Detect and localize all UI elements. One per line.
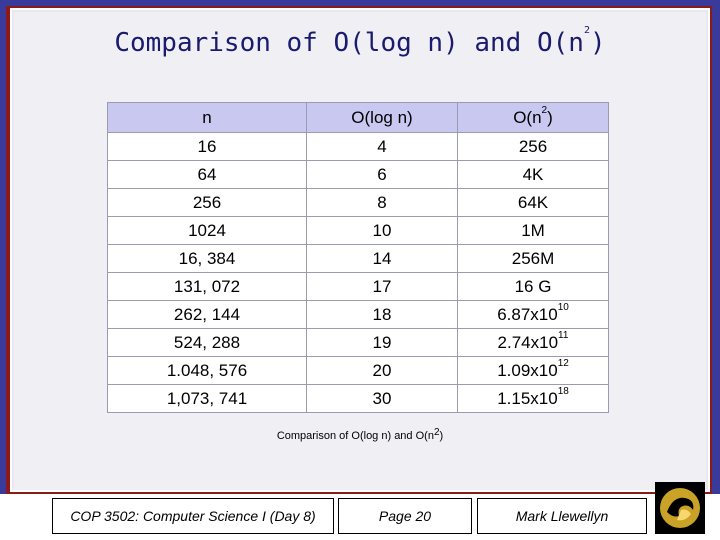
- header-log-n: O(log n): [306, 102, 458, 133]
- table-row: 262, 144 18 6.87x1010: [107, 300, 609, 329]
- table-row: 16 4 256: [107, 132, 609, 161]
- cell-n: 64: [107, 160, 307, 189]
- cell-log-n: 20: [306, 356, 458, 385]
- cell-n: 131, 072: [107, 272, 307, 301]
- cell-n: 524, 288: [107, 328, 307, 357]
- table-caption: Comparison of O(log n) and O(n2): [276, 427, 444, 442]
- cell-log-n: 10: [306, 216, 458, 245]
- cell-n-squared: 16 G: [457, 272, 609, 301]
- cell-n: 1,073, 741: [107, 384, 307, 413]
- cell-log-n: 8: [306, 188, 458, 217]
- cell-log-n: 17: [306, 272, 458, 301]
- pegasus-logo-icon: [660, 488, 700, 528]
- table-header-row: n O(log n) O(n2): [107, 102, 609, 133]
- cell-n-squared: 256: [457, 132, 609, 161]
- cell-n: 16: [107, 132, 307, 161]
- table-row: 256 8 64K: [107, 188, 609, 217]
- cell-log-n: 6: [306, 160, 458, 189]
- cell-n-squared: 1M: [457, 216, 609, 245]
- ucf-logo: [655, 482, 705, 534]
- header-n-squared: O(n2): [457, 102, 609, 133]
- cell-n: 1.048, 576: [107, 356, 307, 385]
- table-row: 1.048, 576 20 1.09x1012: [107, 356, 609, 385]
- cell-n: 16, 384: [107, 244, 307, 273]
- cell-log-n: 18: [306, 300, 458, 329]
- cell-log-n: 30: [306, 384, 458, 413]
- table-row: 1,073, 741 30 1.15x1018: [107, 384, 609, 413]
- cell-log-n: 14: [306, 244, 458, 273]
- footer-course: COP 3502: Computer Science I (Day 8): [52, 498, 334, 534]
- slide-title: Comparison of O(log n) and O(n2): [114, 25, 606, 58]
- cell-n-squared: 1.09x1012: [457, 356, 609, 385]
- comparison-table: n O(log n) O(n2) 16 4 256 64 6 4K 256 8 64K 1024 1…: [107, 102, 609, 413]
- cell-n: 262, 144: [107, 300, 307, 329]
- header-n: n: [107, 102, 307, 133]
- cell-n-squared: 256M: [457, 244, 609, 273]
- cell-n-squared: 4K: [457, 160, 609, 189]
- footer-page-number: Page 20: [338, 498, 472, 534]
- cell-n-squared: 2.74x1011: [457, 328, 609, 357]
- table-row: 1024 10 1M: [107, 216, 609, 245]
- cell-n-squared: 6.87x1010: [457, 300, 609, 329]
- cell-n: 1024: [107, 216, 307, 245]
- cell-n: 256: [107, 188, 307, 217]
- footer-author: Mark Llewellyn: [477, 498, 647, 534]
- cell-n-squared: 64K: [457, 188, 609, 217]
- table-row: 64 6 4K: [107, 160, 609, 189]
- table-row: 524, 288 19 2.74x1011: [107, 328, 609, 357]
- cell-log-n: 19: [306, 328, 458, 357]
- cell-log-n: 4: [306, 132, 458, 161]
- table-row: 16, 384 14 256M: [107, 244, 609, 273]
- cell-n-squared: 1.15x1018: [457, 384, 609, 413]
- table-row: 131, 072 17 16 G: [107, 272, 609, 301]
